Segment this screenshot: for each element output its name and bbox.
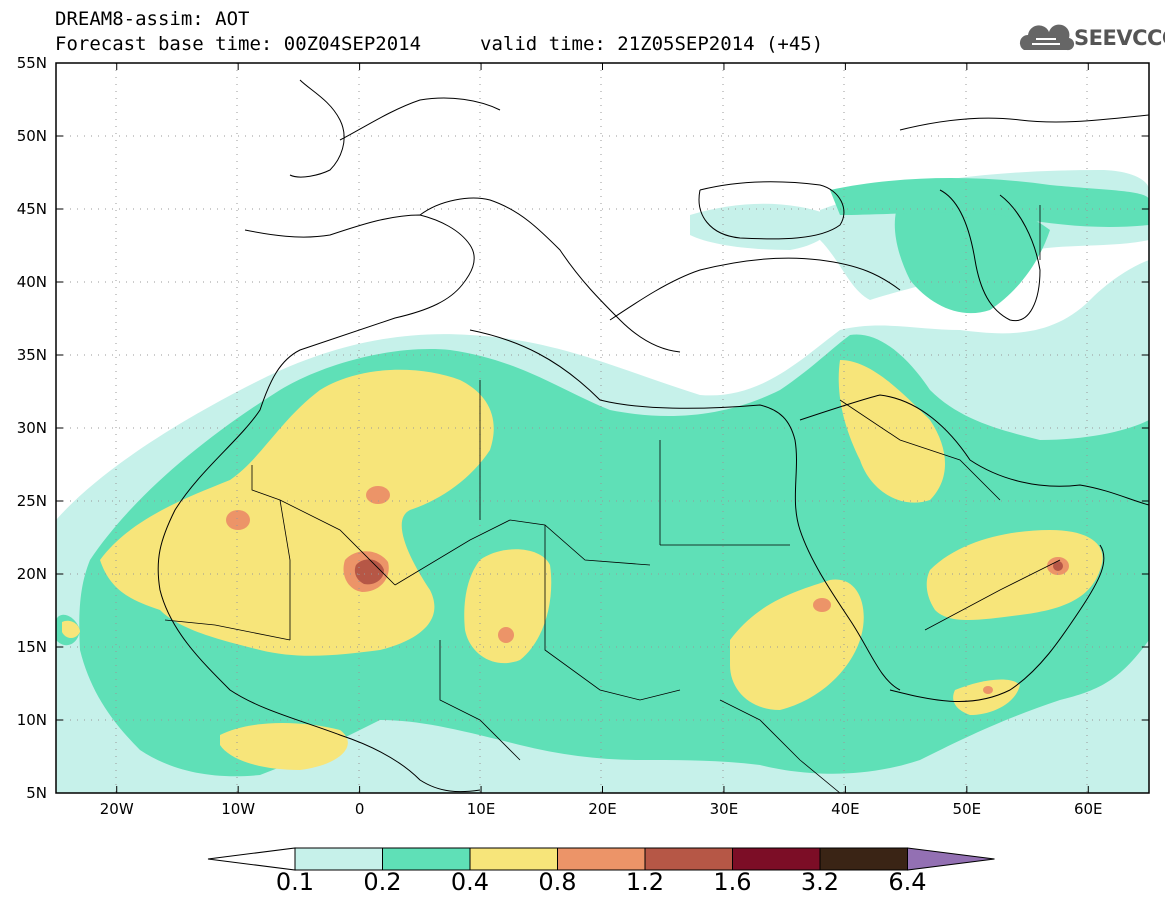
legend-swatch	[469, 847, 558, 871]
aot-level-0.4-area	[100, 369, 494, 656]
lon-tick-label: 0	[354, 800, 365, 818]
lat-tick-label: 10N	[16, 711, 47, 729]
lat-tick-label: 55N	[16, 54, 47, 72]
graticule	[56, 63, 1149, 793]
legend-swatch	[819, 847, 908, 871]
lat-tick-label: 5N	[26, 784, 47, 802]
color-legend	[207, 847, 995, 871]
valid-time: valid time: 21Z05SEP2014 (+45)	[480, 33, 824, 55]
legend-arrow-low	[207, 847, 296, 871]
lat-tick-label: 25N	[16, 492, 47, 510]
lat-tick-label: 40N	[16, 273, 47, 291]
lat-tick-label: 50N	[16, 127, 47, 145]
lat-tick-label: 15N	[16, 638, 47, 656]
lon-tick-label: 50E	[952, 800, 982, 818]
logo-text: SEEVCCC	[1074, 26, 1165, 50]
legend-swatch	[382, 847, 471, 871]
legend-level-label: 3.2	[800, 868, 840, 896]
legend-swatch	[294, 847, 383, 871]
lon-tick-label: 30E	[709, 800, 739, 818]
lon-tick-label: 20E	[588, 800, 617, 818]
legend-level-label: 0.4	[450, 868, 490, 896]
lon-tick-label: 40E	[831, 800, 860, 818]
forecast-base-time: Forecast base time: 00Z04SEP2014	[55, 33, 422, 55]
legend-level-label: 1.6	[713, 868, 752, 896]
lon-tick-label: 20W	[99, 800, 134, 818]
lon-tick-label: 10E	[466, 800, 496, 818]
axis-ticks	[56, 62, 1149, 794]
coastlines	[157, 79, 1149, 793]
lon-tick-label: 10W	[221, 800, 256, 818]
legend-swatch	[557, 847, 646, 871]
lon-tick-label: 60E	[1073, 800, 1103, 818]
legend-level-label: 0.8	[538, 868, 577, 896]
legend-level-label: 0.1	[275, 868, 315, 896]
legend-level-label: 0.2	[363, 868, 402, 896]
lat-tick-label: 20N	[16, 565, 47, 583]
legend-arrow-high	[907, 847, 995, 871]
legend-level-label: 1.2	[625, 868, 665, 896]
legend-swatch	[732, 847, 821, 871]
legend-swatch	[644, 847, 733, 871]
lat-tick-label: 35N	[16, 346, 47, 364]
lat-tick-label: 30N	[16, 419, 47, 437]
cloud-icon	[1019, 24, 1075, 51]
legend-level-label: 6.4	[888, 868, 927, 896]
aot-level-1.2-area	[354, 559, 384, 585]
country-borders	[164, 205, 1061, 793]
chart-title: DREAM8-assim: AOT	[55, 8, 250, 30]
aot-field	[56, 63, 1149, 793]
lat-tick-label: 45N	[16, 200, 47, 218]
